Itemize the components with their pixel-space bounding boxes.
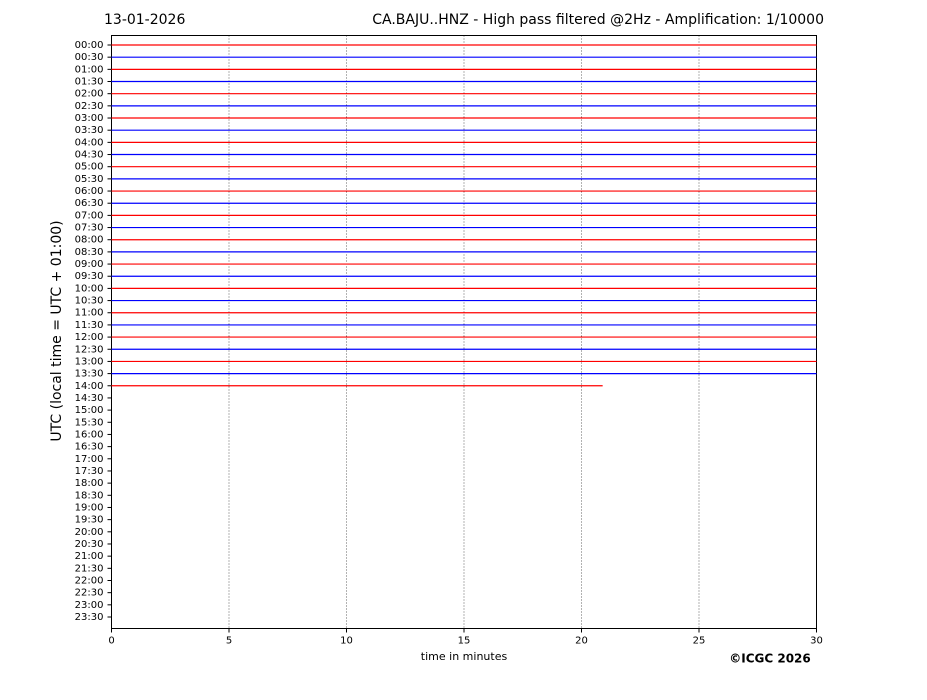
y-tick-label: 06:00	[75, 186, 104, 197]
credit: ©ICGC 2026	[729, 652, 811, 666]
y-tick-label: 23:00	[75, 600, 104, 611]
y-tick-label: 09:00	[75, 259, 104, 270]
y-tick-label: 19:30	[75, 515, 104, 526]
y-tick-label: 07:00	[75, 210, 104, 221]
y-tick-label: 06:30	[75, 198, 104, 209]
y-tick-label: 08:30	[75, 247, 104, 258]
y-tick-label: 09:30	[75, 271, 104, 282]
y-tick-label: 12:30	[75, 344, 104, 355]
y-tick-label: 05:00	[75, 162, 104, 173]
y-tick-label: 11:00	[75, 308, 104, 319]
y-tick-label: 03:00	[75, 113, 104, 124]
y-tick-label: 02:00	[75, 89, 104, 100]
y-tick-label: 21:00	[75, 551, 104, 562]
x-tick-label: 0	[108, 636, 114, 647]
x-tick-label: 10	[340, 636, 353, 647]
chart-date: 13-01-2026	[104, 12, 185, 28]
y-tick-label: 12:00	[75, 332, 104, 343]
y-tick-label: 19:00	[75, 502, 104, 513]
chart-title: CA.BAJU..HNZ - High pass filtered @2Hz -…	[372, 12, 824, 28]
y-tick-label: 04:00	[75, 137, 104, 148]
y-tick-label: 10:00	[75, 283, 104, 294]
x-tick-label: 30	[810, 636, 823, 647]
y-tick-label: 00:00	[75, 40, 104, 51]
y-tick-label: 04:30	[75, 150, 104, 161]
y-tick-label: 14:30	[75, 393, 104, 404]
y-tick-label: 20:00	[75, 527, 104, 538]
y-tick-label: 15:30	[75, 417, 104, 428]
y-tick-label: 17:00	[75, 454, 104, 465]
y-tick-label: 23:30	[75, 612, 104, 623]
y-tick-label: 07:30	[75, 223, 104, 234]
y-tick-label: 16:30	[75, 442, 104, 453]
y-tick-label: 00:30	[75, 52, 104, 63]
y-tick-label: 08:00	[75, 235, 104, 246]
y-tick-label: 01:30	[75, 77, 104, 88]
y-tick-label: 13:30	[75, 369, 104, 380]
y-tick-label: 05:30	[75, 174, 104, 185]
y-tick-label: 10:30	[75, 296, 104, 307]
y-tick-label: 15:00	[75, 405, 104, 416]
y-tick-label: 18:30	[75, 490, 104, 501]
y-tick-label: 22:30	[75, 588, 104, 599]
x-tick-label: 15	[458, 636, 471, 647]
y-tick-label: 18:00	[75, 478, 104, 489]
y-tick-label: 22:00	[75, 575, 104, 586]
y-tick-label: 17:30	[75, 466, 104, 477]
x-axis-label: time in minutes	[421, 650, 508, 663]
x-tick-label: 20	[575, 636, 588, 647]
y-tick-label: 16:00	[75, 429, 104, 440]
y-tick-label: 11:30	[75, 320, 104, 331]
y-tick-label: 13:00	[75, 356, 104, 367]
y-tick-label: 02:30	[75, 101, 104, 112]
x-tick-label: 5	[226, 636, 232, 647]
y-tick-label: 20:30	[75, 539, 104, 550]
y-axis-label: UTC (local time = UTC + 01:00)	[49, 220, 65, 441]
x-tick-label: 25	[693, 636, 706, 647]
y-tick-label: 01:00	[75, 64, 104, 75]
y-tick-label: 03:30	[75, 125, 104, 136]
y-tick-label: 21:30	[75, 563, 104, 574]
y-tick-label: 14:00	[75, 381, 104, 392]
